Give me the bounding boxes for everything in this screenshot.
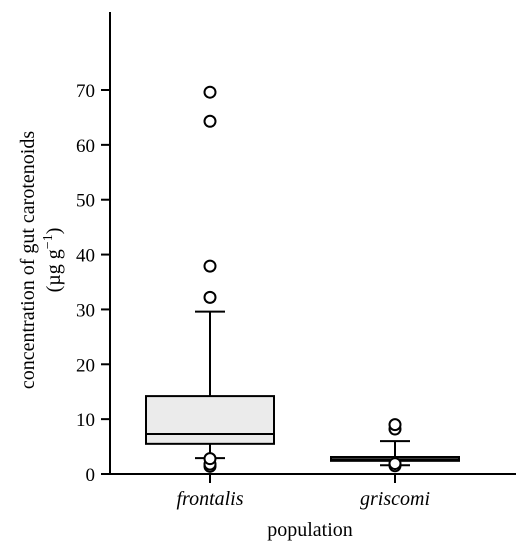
y-axis-unit-prefix: (µg g (43, 249, 65, 292)
outlier-point (203, 290, 217, 304)
x-ticks: frontalis griscomi (176, 474, 430, 510)
y-axis-title-line1: concentration of gut carotenoids (17, 131, 39, 389)
x-tick-label-frontalis: frontalis (176, 488, 243, 510)
y-tick-label: 10 (76, 410, 95, 431)
outlier-point (388, 457, 402, 471)
x-axis-title: population (267, 519, 353, 541)
y-axis-unit-suffix: ) (43, 228, 65, 235)
y-axis-title: concentration of gut carotenoids (µg g−1… (17, 131, 65, 389)
y-tick-label: 0 (86, 465, 96, 486)
outlier-point (203, 114, 217, 128)
y-tick-label: 60 (76, 136, 95, 157)
outlier-point (203, 259, 217, 273)
y-tick-label: 50 (76, 191, 95, 212)
y-ticks: 0 10 20 30 40 50 60 70 (76, 81, 110, 486)
outlier-point (203, 452, 217, 466)
box-frontalis (145, 85, 275, 473)
y-tick-label: 30 (76, 300, 95, 321)
box-iqr (145, 395, 275, 445)
x-tick-label-griscomi: griscomi (360, 488, 430, 510)
y-tick-label: 40 (76, 246, 95, 267)
outlier-point (203, 85, 217, 99)
y-axis-unit-superscript: −1 (41, 234, 56, 249)
boxes (145, 85, 460, 473)
box-griscomi (330, 418, 460, 473)
y-tick-label: 70 (76, 81, 95, 102)
y-tick-label: 20 (76, 355, 95, 376)
y-axis-title-line2: (µg g−1) (41, 228, 65, 293)
outlier-point (388, 418, 402, 432)
